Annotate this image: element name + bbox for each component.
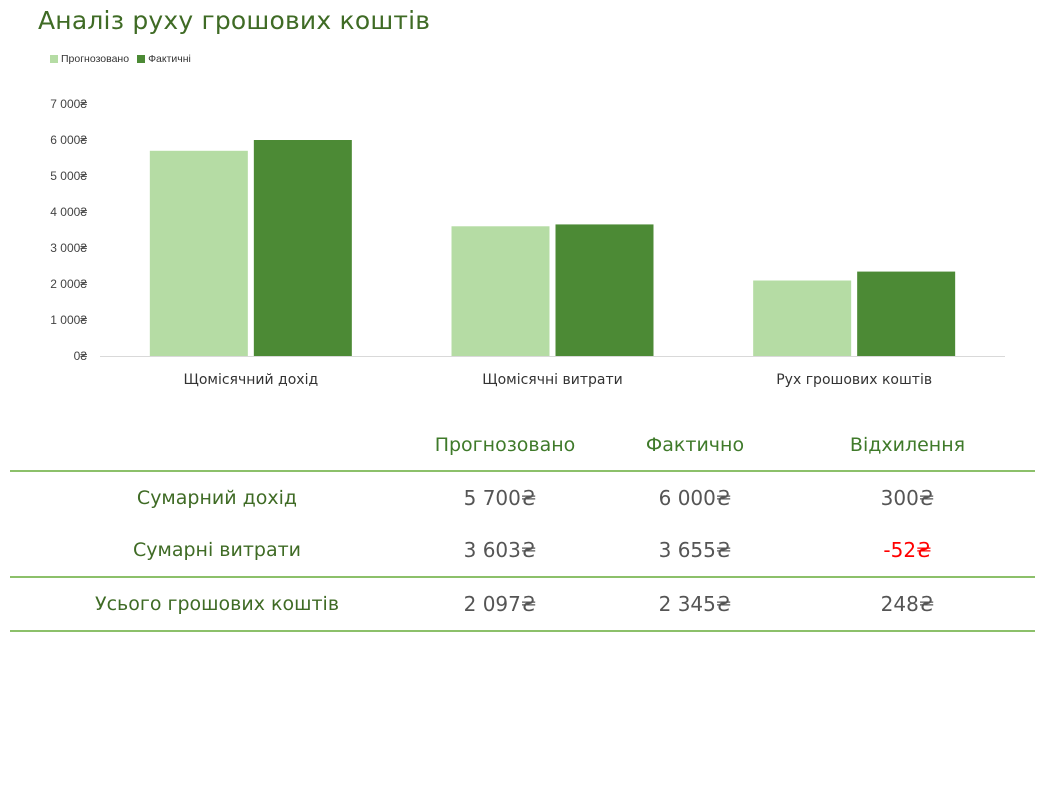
y-tick-label: 6 000₴ [50, 133, 87, 147]
cell-deviation-negative: -52₴ [883, 538, 932, 562]
y-tick-label: 7 000₴ [50, 97, 87, 111]
bar-actual [555, 224, 654, 356]
row-label: Сумарні витрати [132, 539, 302, 561]
legend-label-actual: Фактичні [148, 53, 191, 65]
table-row-total: Усього грошових коштів 2 097₴ 2 345₴ 248… [10, 578, 1035, 630]
cell-actual: 2 345₴ [658, 592, 732, 616]
legend-swatch-actual [137, 55, 146, 63]
cell-actual: 3 655₴ [658, 538, 732, 562]
header-forecast: Прогнозовано [434, 434, 576, 456]
cell-forecast: 2 097₴ [463, 592, 537, 616]
legend-item-forecast: Прогнозовано [50, 53, 129, 65]
cell-forecast: 5 700₴ [463, 486, 537, 510]
summary-table: Прогнозовано Фактично Відхилення Сумарни… [10, 420, 1035, 632]
cell-deviation: 300₴ [880, 486, 935, 510]
legend-label-forecast: Прогнозовано [61, 53, 130, 65]
y-tick-label: 5 000₴ [50, 169, 87, 183]
x-tick-label: Щомісячний дохід [184, 372, 319, 388]
table-row: Сумарний дохід 5 700₴ 6 000₴ 300₴ [10, 472, 1035, 524]
table-row: Сумарні витрати 3 603₴ 3 655₴ -52₴ [10, 524, 1035, 576]
header-actual: Фактично [645, 434, 745, 456]
y-tick-label: 0₴ [74, 349, 88, 363]
header-deviation: Відхилення [849, 434, 966, 456]
cell-actual: 6 000₴ [658, 486, 732, 510]
y-tick-label: 3 000₴ [50, 241, 87, 255]
chart-legend: Прогнозовано Фактичні [50, 53, 191, 65]
bar-chart: 0₴ 1 000₴ 2 000₴ 3 000₴ 4 000₴ 5 000₴ 6 000₴ 7 … [50, 97, 1005, 388]
cell-forecast: 3 603₴ [463, 538, 537, 562]
total-divider [10, 576, 1035, 578]
page-title: Аналіз руху грошових коштів [38, 6, 431, 35]
bar-forecast [753, 280, 852, 356]
summary-header: Прогнозовано Фактично Відхилення [10, 420, 1035, 470]
legend-item-actual: Фактичні [137, 53, 191, 65]
bar-forecast [451, 226, 550, 356]
cell-deviation: 248₴ [880, 592, 935, 616]
x-tick-label: Рух грошових коштів [776, 372, 932, 388]
header-divider [10, 470, 1035, 472]
legend-swatch-forecast [50, 55, 58, 63]
y-tick-label: 1 000₴ [50, 313, 87, 327]
row-label: Сумарний дохід [136, 487, 298, 509]
x-tick-label: Щомісячні витрати [482, 372, 622, 388]
bar-actual [253, 140, 352, 356]
bar-forecast [149, 150, 248, 356]
y-tick-label: 4 000₴ [50, 205, 87, 219]
y-tick-label: 2 000₴ [50, 277, 87, 291]
bar-actual [857, 271, 956, 356]
row-label: Усього грошових коштів [94, 593, 340, 615]
table-bottom-divider [10, 630, 1035, 632]
